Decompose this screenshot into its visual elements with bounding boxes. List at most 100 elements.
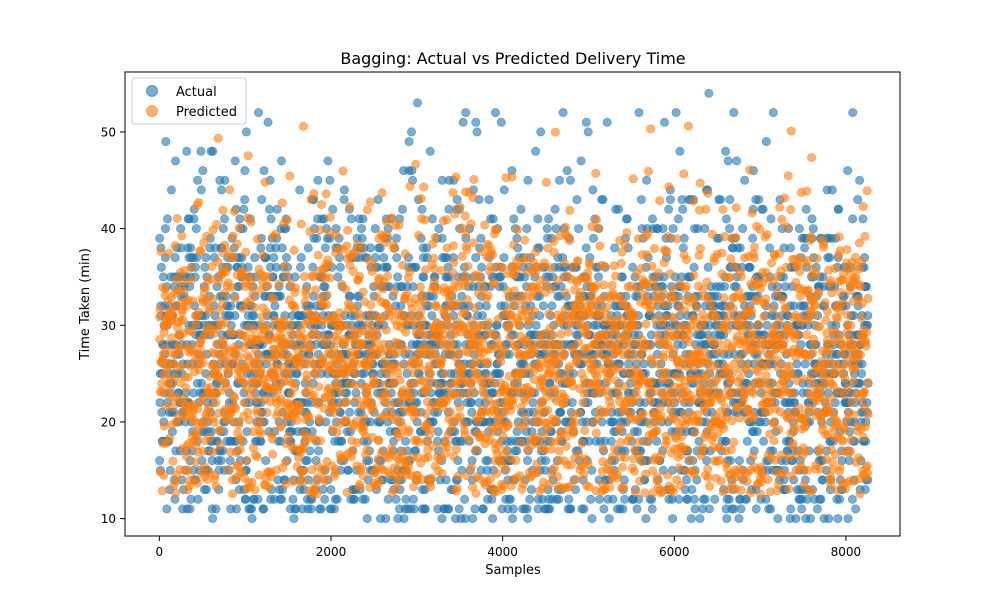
data-point [382, 230, 392, 240]
data-point [523, 514, 533, 524]
data-point [663, 232, 673, 242]
data-point [670, 293, 680, 303]
data-point [252, 452, 262, 462]
data-point [647, 261, 657, 271]
data-point [264, 204, 274, 214]
data-point [426, 368, 436, 378]
data-point [332, 427, 342, 437]
data-point [488, 514, 498, 524]
data-point [407, 304, 417, 314]
data-point [312, 489, 322, 499]
data-point [462, 295, 472, 305]
data-point [197, 350, 207, 360]
data-point [736, 504, 746, 514]
data-point [362, 445, 372, 455]
data-point [676, 480, 686, 490]
data-point [167, 333, 177, 343]
data-point [331, 230, 341, 240]
data-point [400, 249, 410, 259]
data-point [404, 462, 414, 472]
data-point [712, 313, 722, 323]
data-point [669, 345, 679, 355]
data-point [738, 224, 748, 234]
data-point [457, 251, 467, 261]
data-point [701, 204, 711, 214]
data-point [685, 337, 695, 347]
data-point [547, 301, 557, 311]
data-point [393, 272, 403, 282]
data-point [622, 214, 632, 224]
data-point [256, 366, 266, 376]
data-point [205, 306, 215, 316]
data-point [445, 407, 455, 417]
data-point [218, 336, 228, 346]
data-point [424, 361, 434, 371]
data-point [622, 228, 632, 238]
data-point [592, 371, 602, 381]
data-point [193, 404, 203, 414]
data-point [800, 243, 810, 253]
data-point [316, 504, 326, 514]
data-point [282, 272, 292, 282]
data-point [542, 224, 552, 234]
data-point [554, 175, 564, 185]
data-point [339, 185, 349, 195]
data-point [662, 436, 672, 446]
data-point [234, 420, 244, 430]
data-point [581, 117, 591, 127]
data-point [507, 172, 517, 182]
data-point [399, 514, 409, 524]
data-point [533, 214, 543, 224]
data-point [204, 403, 214, 413]
data-point [356, 224, 366, 234]
data-point [688, 196, 698, 206]
data-point [243, 151, 253, 161]
data-point [556, 329, 566, 339]
data-point [358, 471, 368, 481]
data-point [419, 182, 429, 192]
data-point [401, 436, 411, 446]
data-point [643, 166, 653, 176]
data-point [851, 504, 861, 514]
data-point [725, 224, 735, 234]
data-point [431, 301, 441, 311]
data-point [289, 245, 299, 255]
data-point [249, 324, 259, 334]
data-point [370, 378, 380, 388]
data-point [689, 262, 699, 272]
data-point [710, 494, 720, 504]
data-point [358, 287, 368, 297]
data-point [572, 195, 582, 205]
data-point [325, 175, 335, 185]
data-point [301, 289, 311, 299]
data-point [333, 402, 343, 412]
data-point [421, 409, 431, 419]
data-point [674, 463, 684, 473]
data-point [797, 504, 807, 514]
data-point [651, 284, 661, 294]
data-point [633, 427, 643, 437]
data-point [232, 239, 242, 249]
data-point [689, 270, 699, 280]
data-point [241, 247, 251, 257]
data-point [593, 223, 603, 233]
data-point [689, 469, 699, 479]
data-point [704, 481, 714, 491]
data-point [477, 262, 487, 272]
data-point [681, 255, 691, 265]
data-point [230, 156, 240, 166]
data-point [156, 247, 166, 257]
data-point [573, 352, 583, 362]
data-point [678, 204, 688, 214]
data-point [171, 156, 181, 166]
data-point [395, 429, 405, 439]
data-point [193, 494, 203, 504]
data-point [155, 456, 165, 466]
data-point [200, 283, 210, 293]
data-point [509, 286, 519, 296]
data-point [642, 250, 652, 260]
data-point [588, 185, 598, 195]
data-point [420, 504, 430, 514]
data-point [272, 204, 282, 214]
data-point [429, 253, 439, 263]
